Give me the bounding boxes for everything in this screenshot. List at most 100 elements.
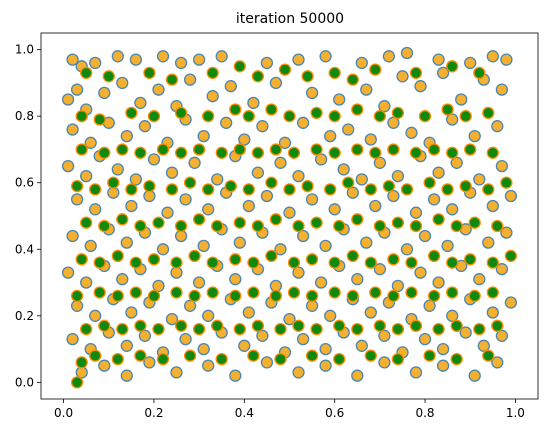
x-tick-label: 0.0 [54, 406, 73, 420]
scatter-point-orange [66, 332, 79, 346]
scatter-point-green [147, 253, 161, 266]
scatter-point-green [93, 113, 106, 126]
scatter-point-orange [120, 369, 133, 382]
scatter-point-orange [197, 239, 210, 253]
scatter-point-orange [292, 366, 305, 379]
scatter-point-green [351, 103, 364, 116]
scatter-point-green [229, 103, 242, 116]
scatter-point-orange [251, 166, 265, 179]
y-tick-label: 0.0 [15, 375, 34, 389]
scatter-point-green [464, 253, 477, 266]
scatter-point-green [301, 70, 314, 83]
plot-frame [40, 32, 539, 400]
scatter-point-green [147, 289, 161, 303]
scatter-point-orange [364, 133, 377, 146]
scatter-point-orange [314, 153, 328, 166]
scatter-point-orange [491, 120, 504, 133]
scatter-point-orange [355, 173, 368, 186]
scatter-point-orange [229, 369, 242, 382]
scatter-point-green [98, 319, 111, 332]
scatter-point-orange [355, 56, 368, 70]
scatter-point-orange [378, 356, 391, 369]
scatter-point-orange [292, 53, 305, 66]
scatter-point-orange [319, 359, 332, 372]
scatter-point-orange [324, 309, 337, 322]
scatter-point-green [328, 256, 341, 269]
scatter-point-orange [174, 56, 188, 70]
scatter-point-green [382, 179, 396, 193]
chart-title: iteration 50000 [236, 11, 344, 27]
scatter-point-green [333, 319, 346, 332]
scatter-point-orange [432, 53, 445, 66]
scatter-point-green [387, 143, 400, 156]
scatter-point-orange [314, 276, 328, 289]
scatter-point-orange [459, 326, 472, 339]
scatter-point-orange [233, 236, 246, 249]
scatter-point-orange [206, 90, 219, 103]
scatter-point-orange [292, 169, 305, 183]
scatter-point-orange [495, 329, 509, 342]
scatter-point-orange [283, 206, 296, 219]
scatter-point-green [156, 352, 170, 366]
scatter-point-green [111, 352, 124, 366]
scatter-point-green [305, 289, 319, 303]
scatter-point-green [211, 319, 224, 332]
scatter-point-green [387, 289, 400, 303]
scatter-point-orange [436, 342, 450, 356]
scatter-point-orange [473, 173, 486, 186]
scatter-point-green [70, 376, 84, 389]
scatter-point-green [351, 322, 364, 336]
scatter-point-orange [319, 342, 332, 356]
scatter-point-green [373, 110, 387, 123]
scatter-point-green [346, 289, 359, 303]
scatter-point-green [174, 319, 188, 332]
scatter-point-green [111, 289, 124, 303]
scatter-point-green [351, 213, 364, 226]
scatter-point-green [165, 183, 179, 196]
scatter-point-green [274, 322, 287, 336]
scatter-point-orange [504, 189, 518, 203]
scatter-point-green [229, 289, 242, 303]
scatter-point-green [143, 179, 156, 193]
scatter-point-green [134, 219, 147, 233]
scatter-point-green [116, 322, 129, 336]
scatter-point-green [247, 349, 260, 362]
scatter-point-orange [156, 50, 170, 63]
scatter-point-orange [274, 243, 287, 256]
scatter-point-green [482, 183, 495, 196]
scatter-point-green [129, 256, 143, 269]
scatter-point-green [125, 106, 138, 120]
scatter-point-green [292, 319, 305, 332]
scatter-point-orange [84, 239, 97, 253]
scatter-point-green [251, 70, 265, 83]
scatter-point-orange [98, 359, 111, 372]
scatter-point-green [292, 219, 305, 233]
scatter-point-green [446, 256, 459, 269]
scatter-point-green [500, 176, 513, 189]
scatter-point-orange [486, 50, 499, 63]
scatter-point-orange [328, 203, 341, 216]
scatter-point-orange [165, 166, 179, 179]
scatter-point-orange [427, 193, 441, 206]
scatter-point-orange [138, 120, 152, 133]
scatter-point-green [202, 110, 215, 123]
scatter-point-green [80, 216, 93, 229]
scatter-point-orange [455, 93, 468, 106]
scatter-point-green [206, 286, 219, 299]
scatter-point-orange [156, 243, 170, 256]
scatter-point-orange [89, 56, 102, 70]
scatter-point-green [269, 213, 283, 226]
scatter-point-green [287, 256, 301, 269]
scatter-point-green [89, 183, 102, 196]
scatter-point-orange [202, 359, 215, 372]
scatter-point-orange [450, 156, 463, 169]
scatter-point-orange [414, 266, 427, 279]
scatter-point-orange [138, 329, 152, 342]
scatter-point-orange [464, 56, 477, 70]
scatter-point-green [80, 66, 93, 80]
scatter-point-orange [260, 356, 274, 369]
y-tick-label: 0.2 [15, 309, 34, 323]
scatter-point-green [418, 110, 432, 123]
scatter-point-green [305, 349, 319, 362]
